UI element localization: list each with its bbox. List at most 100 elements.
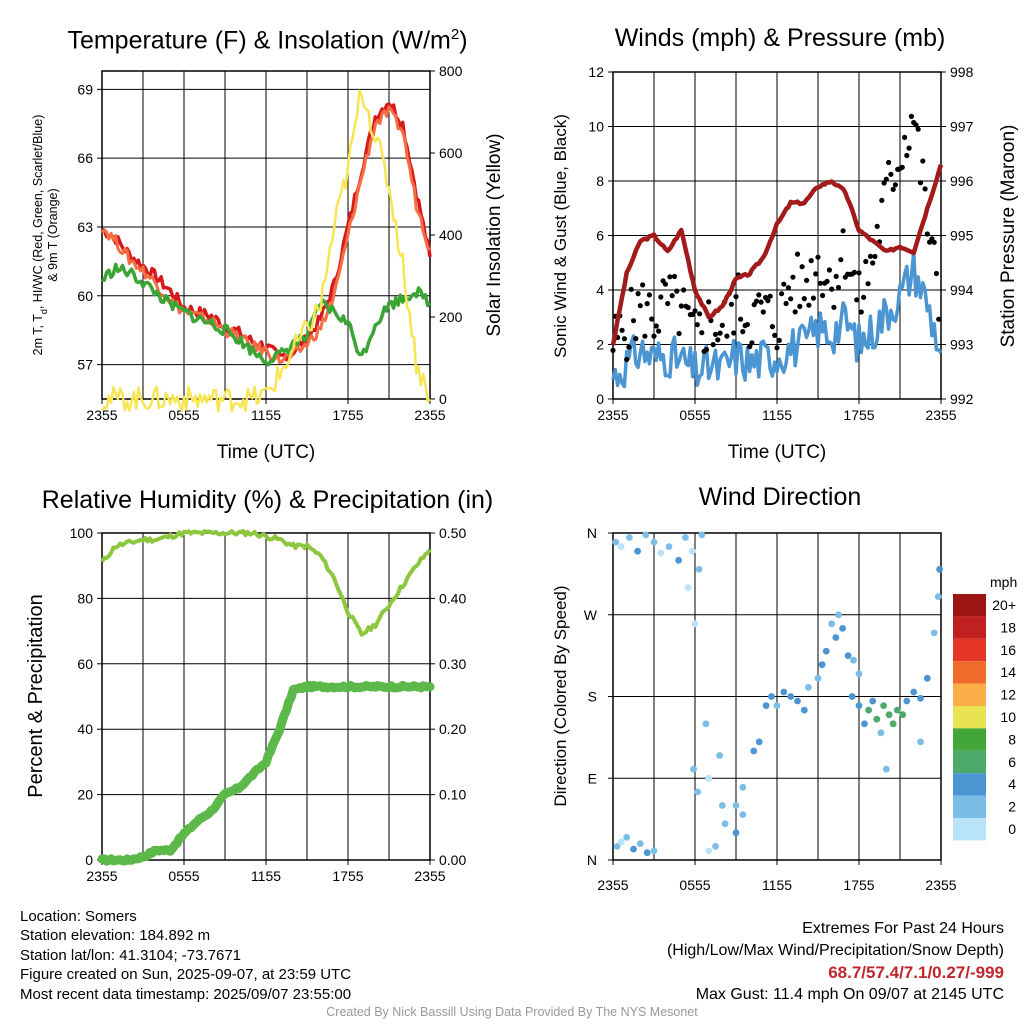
wind-xtick-label: 0555 [679,407,710,423]
wind-gust-point [630,318,637,324]
dir-frame [612,532,942,861]
wind-gust-point [858,309,864,315]
dir-point [721,820,729,828]
colorbar-label: 20+ [992,597,1016,613]
dir-point [885,711,893,719]
wind-ytick-label: 4 [596,282,604,298]
dir-point [755,738,763,746]
temp-ytick-label: 57 [77,357,93,373]
rh-rtick-label: 0.10 [439,787,466,803]
wind-gust-point [822,280,828,286]
dir-point [787,693,795,700]
dir-point [613,843,621,850]
wind-gust-point [717,330,723,336]
wind-gust-point [694,322,700,328]
dir-point [657,549,665,557]
dir-point [882,765,890,773]
wind-gust-point [913,122,919,128]
dir-point [718,802,726,809]
dir-xtick-label: 1155 [762,877,792,893]
wind-gust-point [742,323,748,329]
colorbar-swatch [953,706,986,729]
dir-xtick-label: 2355 [597,877,628,893]
colorbar-swatch [953,818,986,841]
temperature-title-text: Temperature (F) & Insolation (W/m [67,26,451,55]
wind-ytick-label: 10 [588,119,604,135]
pressure-line [610,164,944,346]
dir-point [844,652,852,659]
wind-gust-point [617,313,623,319]
wind-gust-point [794,251,801,257]
wind-gust-point [888,171,894,177]
direction-panel-title: Wind Direction [698,483,862,511]
dir-point [650,847,658,855]
wind-gust-point [726,291,732,297]
wind-gust-point [760,309,766,315]
colorbar-swatch [953,638,986,662]
dir-point [705,774,713,782]
wind-gust-point [911,119,917,126]
dir-point [695,565,703,573]
rh-xtick-label: 0555 [168,868,199,884]
colorbar-label: 6 [1008,754,1016,770]
wind-gust-point [667,274,673,280]
dir-point [930,629,938,637]
wind-gust-point [906,145,912,151]
dir-point [839,625,846,632]
rh-rtick-label: 0.00 [439,852,466,868]
wind-xtick-label: 2355 [597,407,628,423]
wind-gust-point [715,337,721,343]
colorbar-swatch [953,616,986,639]
dir-point [848,693,856,700]
temp-xtick-label: 1755 [332,407,363,423]
rh-rtick-label: 0.30 [439,656,466,672]
wind-rtick-label: 994 [950,282,974,298]
rh-ytick-label: 60 [77,656,93,672]
wind-gust-point [676,330,682,337]
wind-gust-point [804,277,810,283]
colorbar-swatch [953,728,986,751]
location-text: Location: Somers [20,908,137,925]
wind-gust-point [697,311,703,317]
wind-gust-point [658,294,664,300]
colorbar-swatch [953,773,986,796]
wind-rtick-label: 998 [950,64,974,80]
station-info: Location: Somers Station elevation: 184.… [20,907,351,1004]
temperature-title-sup: 2 [450,26,460,43]
dir-xtick-label: 0555 [679,877,710,893]
temp-xtick-label: 2355 [86,407,117,423]
dir-ytick-label: N [587,525,597,541]
temperature-panel-title: Temperature (F) & Insolation (W/m2) [30,26,505,55]
temp-xtick-label: 0555 [168,407,199,423]
rh-ytick-label: 80 [77,590,93,606]
colorbar-label: 16 [1000,642,1016,658]
colorbar-swatch [953,683,986,706]
rh-xtick-label: 1755 [332,868,363,884]
wind-rtick-label: 992 [950,391,974,407]
dir-point [682,534,689,541]
wind-gust-point [706,299,712,305]
wind-ytick-label: 12 [588,64,604,80]
dir-xtick-label: 1755 [843,877,874,893]
colorbar-swatch [953,795,986,818]
colorbar-units: mph [990,574,1018,590]
dir-ytick-label: E [588,770,597,786]
dir-point [690,765,697,773]
wind-rtick-label: 995 [950,228,974,244]
wind-gust-point [738,316,744,322]
credit-text: Created By Nick Bassill Using Data Provi… [326,1005,698,1019]
wind-gust-point [936,316,942,322]
wind-xtick-label: 1755 [843,407,874,423]
dir-point [675,556,682,564]
dir-xtick-label: 2355 [925,877,956,893]
temp-ytick-label: 63 [77,219,93,235]
temp-rtick-label: 800 [439,63,463,79]
colorbar-label: 8 [1008,731,1016,747]
wind-gust-point [799,264,805,270]
wind-gust-point [917,180,924,186]
wind-gust-point [744,321,751,328]
temp-rtick-label: 400 [439,227,463,243]
wind-ytick-label: 0 [596,391,604,407]
wind-gust-point [861,294,867,300]
